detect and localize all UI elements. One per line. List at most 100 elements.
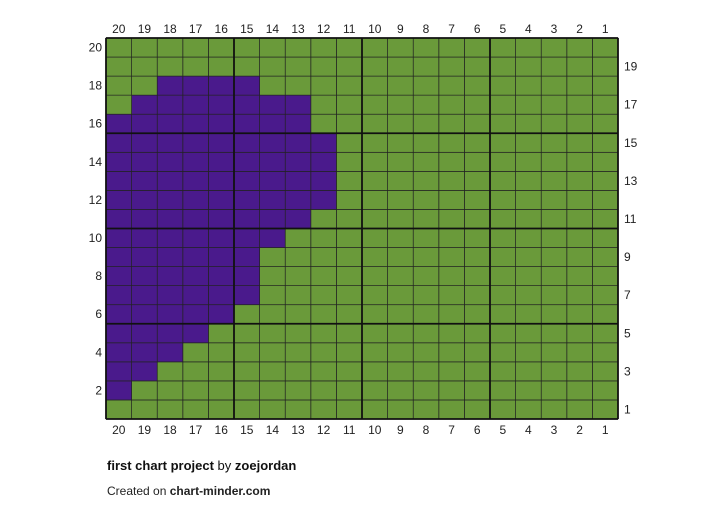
chart-cell: [131, 399, 158, 420]
chart-cell: [387, 399, 414, 420]
chart-cell: [438, 361, 465, 382]
chart-cell: [233, 285, 260, 306]
chart-cell: [131, 342, 158, 363]
chart-cell: [387, 209, 414, 229]
chart-cell: [489, 171, 516, 191]
chart-cell: [515, 113, 542, 134]
chart-cell: [131, 75, 158, 96]
row-number-left: 14: [89, 155, 103, 169]
chart-cell: [412, 151, 440, 172]
chart-cell: [361, 323, 388, 344]
chart-cell: [284, 266, 312, 287]
chart-cell: [233, 361, 260, 382]
column-number-top: 1: [602, 22, 609, 36]
chart-cell: [208, 323, 235, 344]
chart-cell: [566, 361, 593, 382]
chart-cell: [208, 380, 235, 401]
chart-cell: [566, 94, 593, 115]
chart-cell: [361, 37, 388, 58]
column-number-bottom: 20: [112, 423, 126, 437]
chart-cell: [259, 304, 286, 325]
chart-cell: [464, 323, 491, 344]
chart-cell: [387, 361, 414, 382]
chart-cell: [336, 399, 363, 420]
column-number-bottom: 14: [266, 423, 280, 437]
chart-cell: [156, 399, 184, 420]
chart-cell: [208, 209, 235, 229]
chart-cell: [182, 323, 209, 344]
chart-cell: [105, 380, 132, 401]
credit-site[interactable]: chart-minder.com: [169, 484, 271, 498]
chart-cell: [515, 151, 542, 172]
chart-cell: [438, 37, 465, 58]
chart-cell: [182, 342, 209, 363]
chart-cell: [540, 342, 568, 363]
chart-cell: [361, 56, 388, 77]
chart-cell: [182, 228, 209, 248]
chart-cell: [233, 151, 260, 172]
column-number-top: 4: [525, 22, 532, 36]
chart-cell: [566, 151, 593, 172]
chart-cell: [412, 94, 440, 115]
column-number-top: 17: [189, 22, 203, 36]
column-number-bottom: 12: [317, 423, 331, 437]
chart-cell: [156, 94, 184, 115]
column-number-top: 16: [215, 22, 229, 36]
row-number-left: 16: [89, 117, 103, 131]
chart-cell: [259, 56, 286, 77]
chart-cell: [592, 285, 619, 306]
chart-cell: [592, 132, 619, 153]
chart-cell: [233, 56, 260, 77]
chart-cell: [208, 56, 235, 77]
chart-cell: [105, 190, 132, 210]
column-number-top: 2: [576, 22, 583, 36]
chart-cell: [540, 399, 568, 420]
chart-cell: [259, 266, 286, 287]
chart-cell: [515, 228, 542, 248]
chart-cell: [310, 285, 337, 306]
chart-cell: [438, 247, 465, 267]
column-number-top: 9: [397, 22, 404, 36]
chart-cell: [182, 132, 209, 153]
chart-cell: [464, 171, 491, 191]
chart-cell: [592, 266, 619, 287]
chart-cell: [592, 361, 619, 382]
chart-cell: [156, 151, 184, 172]
row-number-right: 17: [624, 98, 638, 112]
chart-cell: [131, 132, 158, 153]
chart-cell: [233, 94, 260, 115]
chart-cell: [387, 285, 414, 306]
author-name: zoejordan: [234, 458, 297, 473]
column-number-bottom: 17: [189, 423, 203, 437]
chart-cell: [592, 323, 619, 344]
chart-cell: [336, 132, 363, 153]
chart-cell: [592, 209, 619, 229]
chart-cell: [412, 75, 440, 96]
chart-cell: [566, 37, 593, 58]
chart-cell: [540, 380, 568, 401]
chart-cell: [284, 56, 312, 77]
chart-cell: [592, 304, 619, 325]
chart-cell: [412, 171, 440, 191]
chart-cell: [464, 266, 491, 287]
chart-cell: [208, 132, 235, 153]
chart-cell: [310, 151, 337, 172]
chart-cell: [489, 285, 516, 306]
chart-cell: [515, 361, 542, 382]
chart-cell: [540, 266, 568, 287]
chart-cell: [182, 304, 209, 325]
chart-cell: [464, 342, 491, 363]
chart-cell: [336, 151, 363, 172]
chart-cell: [540, 56, 568, 77]
chart-cell: [592, 399, 619, 420]
chart-cell: [259, 37, 286, 58]
chart-cell: [208, 304, 235, 325]
column-number-bottom: 19: [138, 423, 152, 437]
chart-cell: [515, 75, 542, 96]
chart-cell: [464, 190, 491, 210]
chart-cell: [156, 304, 184, 325]
chart-cell: [105, 342, 132, 363]
chart-cell: [310, 361, 337, 382]
chart-cell: [515, 56, 542, 77]
chart-cell: [412, 247, 440, 267]
